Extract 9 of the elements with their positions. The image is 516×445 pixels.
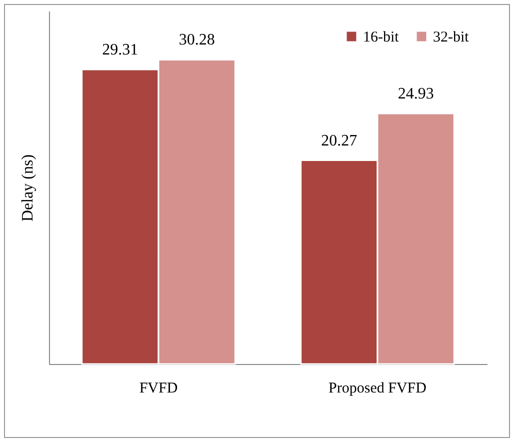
x-tick-label: FVFD (139, 380, 178, 396)
legend-label: 16-bit (363, 30, 400, 46)
y-axis-title: Delay (ns) (20, 154, 36, 222)
legend-label: 32-bit (433, 30, 470, 46)
data-label: 29.31 (102, 41, 138, 58)
data-label: 20.27 (321, 132, 358, 150)
data-label: 24.93 (398, 85, 434, 102)
x-tick-label: Proposed FVFD (328, 380, 427, 396)
data-label: 30.28 (178, 32, 215, 49)
